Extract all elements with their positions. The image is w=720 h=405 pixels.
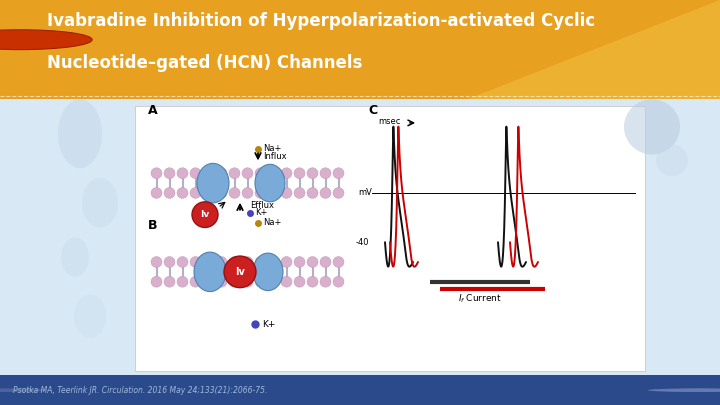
Circle shape (203, 168, 214, 179)
Ellipse shape (197, 163, 229, 203)
Text: B: B (148, 220, 158, 232)
Circle shape (203, 276, 214, 287)
Circle shape (203, 188, 214, 198)
Text: Influx: Influx (263, 152, 287, 161)
Circle shape (624, 99, 680, 154)
Circle shape (229, 168, 240, 179)
Circle shape (242, 256, 253, 267)
Circle shape (203, 256, 214, 267)
Circle shape (0, 30, 92, 50)
Circle shape (242, 168, 253, 179)
Circle shape (229, 188, 240, 198)
Circle shape (164, 168, 175, 179)
Circle shape (294, 188, 305, 198)
Circle shape (190, 256, 201, 267)
Circle shape (320, 188, 331, 198)
Text: Na+: Na+ (263, 144, 282, 153)
Circle shape (229, 256, 240, 267)
Text: K+: K+ (262, 320, 275, 328)
Circle shape (242, 276, 253, 287)
Circle shape (216, 276, 227, 287)
Circle shape (255, 188, 266, 198)
Ellipse shape (58, 99, 102, 168)
Circle shape (656, 145, 688, 176)
Circle shape (0, 388, 49, 392)
Circle shape (281, 256, 292, 267)
Text: C: C (368, 104, 377, 117)
Circle shape (333, 168, 344, 179)
Circle shape (268, 276, 279, 287)
Circle shape (190, 168, 201, 179)
Circle shape (192, 202, 218, 228)
FancyBboxPatch shape (0, 375, 720, 405)
Circle shape (216, 168, 227, 179)
Circle shape (333, 256, 344, 267)
Circle shape (660, 388, 720, 392)
Circle shape (151, 276, 162, 287)
Circle shape (255, 256, 266, 267)
Circle shape (164, 276, 175, 287)
Circle shape (281, 188, 292, 198)
Ellipse shape (61, 237, 89, 277)
Ellipse shape (253, 253, 283, 291)
Circle shape (281, 276, 292, 287)
Circle shape (320, 276, 331, 287)
Circle shape (268, 168, 279, 179)
Circle shape (190, 188, 201, 198)
Text: $I_f$ Current: $I_f$ Current (458, 292, 502, 305)
Circle shape (294, 168, 305, 179)
Circle shape (320, 256, 331, 267)
Circle shape (255, 168, 266, 179)
Circle shape (307, 276, 318, 287)
Circle shape (320, 168, 331, 179)
Circle shape (216, 256, 227, 267)
Polygon shape (468, 0, 720, 99)
Circle shape (229, 276, 240, 287)
Circle shape (242, 188, 253, 198)
Circle shape (281, 168, 292, 179)
Text: Na+: Na+ (263, 218, 282, 227)
Text: Efflux: Efflux (250, 201, 274, 210)
Text: msec: msec (378, 117, 400, 126)
Circle shape (151, 168, 162, 179)
Circle shape (268, 256, 279, 267)
Text: K+: K+ (255, 208, 267, 217)
Circle shape (177, 276, 188, 287)
Circle shape (671, 388, 720, 392)
Circle shape (177, 168, 188, 179)
Ellipse shape (194, 252, 226, 292)
Circle shape (164, 188, 175, 198)
Circle shape (151, 188, 162, 198)
Ellipse shape (82, 178, 118, 228)
Circle shape (224, 256, 256, 288)
Circle shape (177, 188, 188, 198)
Circle shape (268, 188, 279, 198)
Circle shape (307, 168, 318, 179)
Ellipse shape (255, 164, 285, 202)
Text: Nucleotide–gated (HCN) Channels: Nucleotide–gated (HCN) Channels (47, 53, 362, 72)
Circle shape (255, 276, 266, 287)
Text: A: A (148, 104, 158, 117)
Circle shape (294, 276, 305, 287)
Text: Iv: Iv (235, 267, 245, 277)
Circle shape (294, 256, 305, 267)
Circle shape (648, 388, 720, 392)
Circle shape (177, 256, 188, 267)
Text: Iv: Iv (200, 210, 210, 219)
Text: Ivabradine Inhibition of Hyperpolarization-activated Cyclic: Ivabradine Inhibition of Hyperpolarizati… (47, 12, 595, 30)
Circle shape (333, 188, 344, 198)
Circle shape (307, 256, 318, 267)
FancyBboxPatch shape (0, 0, 720, 99)
Text: Psotka MA, Teerlink JR. Circulation. 2016 May 24;133(21):2066-75.: Psotka MA, Teerlink JR. Circulation. 201… (13, 386, 267, 395)
FancyBboxPatch shape (135, 106, 645, 371)
Circle shape (190, 276, 201, 287)
Circle shape (333, 276, 344, 287)
Text: mV: mV (358, 188, 372, 198)
Text: -40: -40 (356, 238, 369, 247)
Circle shape (151, 256, 162, 267)
Circle shape (307, 188, 318, 198)
Ellipse shape (74, 294, 106, 338)
Circle shape (164, 256, 175, 267)
Circle shape (216, 188, 227, 198)
